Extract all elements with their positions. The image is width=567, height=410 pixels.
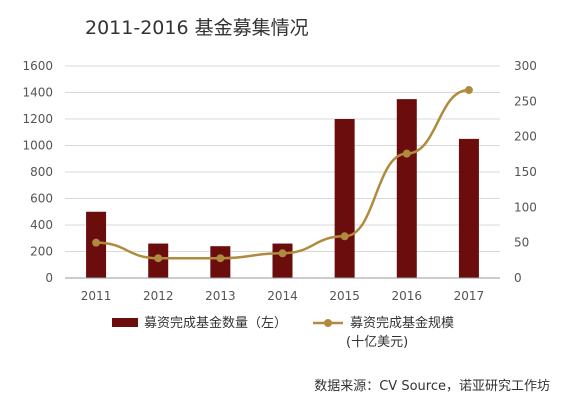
left-tick-label: 800 [30,165,53,179]
legend-line-label: 募资完成基金规模 [350,315,454,331]
chart-title: 2011-2016 基金募集情况 [85,17,309,39]
right-tick-label: 100 [514,200,537,214]
right-tick-label: 250 [514,94,537,108]
right-tick-label: 0 [514,271,522,285]
right-tick-label: 50 [514,236,529,250]
left-y-axis: 0 200 400 600 800 1000 1200 1400 1600 [22,59,53,285]
x-tick-label: 2015 [329,289,360,303]
bar [272,243,293,278]
bar [458,138,479,278]
x-tick-label: 2012 [143,289,174,303]
bar [334,119,355,278]
right-tick-label: 150 [514,165,537,179]
grid-lines [65,65,500,279]
left-tick-label: 1200 [22,112,53,126]
line-point [340,232,349,241]
line-point [92,238,101,247]
bar [396,99,417,278]
left-tick-label: 400 [30,218,53,232]
line-point [464,86,473,95]
x-tick-label: 2011 [81,289,112,303]
legend-bar-swatch [112,318,138,327]
left-tick-label: 600 [30,192,53,206]
line-point [216,254,225,263]
line-series [92,86,473,263]
left-tick-label: 1000 [22,139,53,153]
legend: 募资完成基金数量（左） 募资完成基金规模 (十亿美元) [112,315,454,350]
x-tick-label: 2014 [267,289,298,303]
right-tick-label: 300 [514,59,537,73]
line-point [402,149,411,158]
left-tick-label: 200 [30,245,53,259]
x-axis: 2011 2012 2013 2014 2015 2016 2017 [65,277,500,303]
source-note: 数据来源：CV Source，诺亚研究工作坊 [314,379,550,394]
line-point [154,254,163,263]
right-tick-label: 200 [514,130,537,144]
legend-line-unit: (十亿美元) [346,335,408,350]
legend-bar-label: 募资完成基金数量（左） [144,315,287,331]
x-tick-label: 2017 [454,289,485,303]
left-tick-label: 1400 [22,86,53,100]
x-tick-label: 2016 [392,289,423,303]
legend-line-marker [324,319,332,327]
x-tick-label: 2013 [205,289,236,303]
left-tick-label: 0 [45,271,53,285]
left-tick-label: 1600 [22,59,53,73]
right-y-axis: 0 50 100 150 200 250 300 [514,59,537,285]
line-point [278,249,287,258]
